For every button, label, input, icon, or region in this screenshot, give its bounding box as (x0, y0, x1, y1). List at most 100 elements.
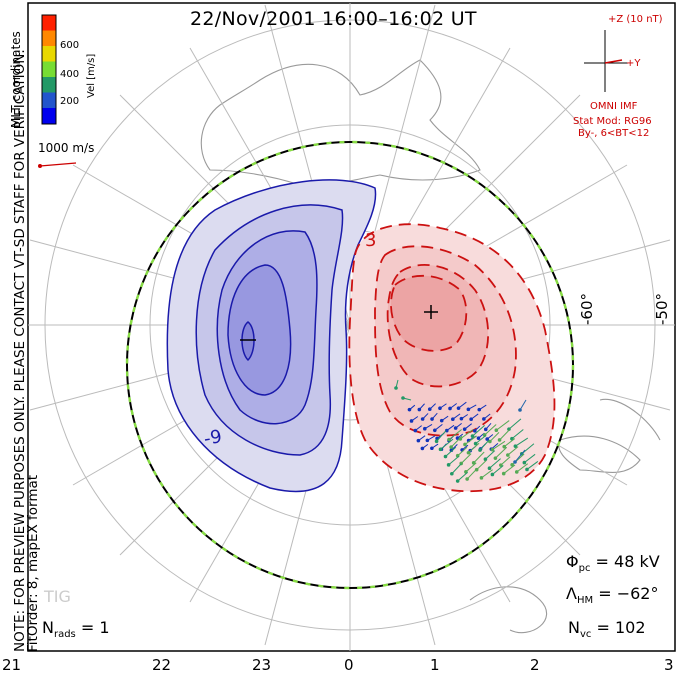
velocity-vector-origin (409, 419, 414, 423)
velocity-vector-origin (401, 396, 405, 400)
velocity-vector-origin (455, 436, 460, 440)
velocity-vector-origin (417, 407, 422, 412)
velocity-vector-origin (466, 450, 471, 455)
velocity-vector (511, 429, 524, 440)
velocity-vector (519, 399, 527, 411)
colorbar-tick-400: 400 (60, 69, 79, 80)
velocity-vector-origin (513, 460, 517, 464)
mlt-label-1: 1 (430, 656, 440, 674)
neg-contour-5 (241, 321, 255, 362)
lat-label-60: -60° (578, 293, 596, 325)
velocity-vector (503, 438, 516, 448)
colorbar-swatch (42, 46, 56, 62)
watermark: TIG (43, 587, 71, 606)
velocity-vector-origin (420, 417, 425, 421)
velocity-vector (436, 430, 447, 442)
velocity-vector-origin (446, 463, 451, 467)
mlt-label-0: 0 (344, 656, 354, 674)
mlt-label-23: 23 (252, 656, 272, 674)
velocity-vector-origin (483, 457, 488, 462)
imf-by-label: +Y (626, 58, 641, 69)
colorbar: 600 400 200 Vel [m/s] (41, 14, 97, 125)
velocity-vector-origin (514, 470, 519, 474)
velocity-vector (514, 449, 526, 463)
colorbar-swatch (42, 108, 56, 124)
velocity-vector-origin (455, 479, 460, 483)
potential-maximum-marker (424, 305, 438, 319)
coordinate-system-label: MLT coordinates (9, 31, 23, 128)
island-outline (558, 435, 641, 473)
velocity-vector-origin (477, 407, 482, 412)
colorbar-swatch (42, 30, 56, 46)
velocity-vector-origin (518, 408, 522, 412)
colorbar-swatch (42, 92, 56, 108)
coast-line-east (599, 398, 661, 441)
velocity-vector (492, 440, 506, 451)
velocity-vector-origin (525, 467, 529, 472)
velocity-vector-origin (413, 428, 418, 433)
velocity-vector-origin (473, 429, 477, 433)
velocity-vector (489, 432, 500, 442)
positive-cell (348, 223, 556, 493)
velocity-vectors (394, 379, 539, 483)
velocity-vector (516, 463, 529, 473)
velocity-vector-origin (485, 437, 489, 441)
velocity-vector (499, 429, 510, 441)
velocity-vector-origin (451, 417, 455, 422)
negative-cell (166, 179, 377, 493)
velocity-vector (500, 456, 511, 466)
imf-vector (604, 59, 623, 64)
velocity-vector-origin (448, 406, 452, 411)
velocity-vector (473, 451, 485, 464)
velocity-vector-origin (422, 426, 427, 431)
velocity-vector (460, 429, 474, 440)
imf-source: OMNI IMF (590, 101, 638, 112)
velocity-vector-origin (522, 460, 527, 465)
velocity-vector-origin (439, 418, 444, 423)
velocity-vector-origin (416, 438, 421, 443)
velocity-vector (526, 461, 539, 470)
velocity-vector (457, 471, 468, 482)
velocity-vector-origin (490, 472, 495, 477)
velocity-vector (484, 424, 497, 436)
velocity-vector-origin (453, 426, 458, 430)
velocity-vector-origin (469, 417, 473, 422)
velocity-vector (508, 418, 522, 430)
colorbar-tick-200: 200 (60, 96, 79, 107)
velocity-vector (515, 437, 529, 447)
contour-label-3: 3 (365, 230, 376, 251)
vector-count: Nvc = 102 (568, 618, 646, 641)
hm-boundary-latitude: ΛHM = −62° (566, 584, 659, 607)
velocity-vector-origin (407, 407, 412, 412)
velocity-vector-origin (394, 386, 398, 390)
velocity-vector-origin (433, 428, 437, 433)
fit-order-line: FitOrder: 8, mapEX format (25, 474, 41, 652)
velocity-vector-origin (473, 441, 478, 446)
velocity-vector-origin (434, 439, 439, 444)
mlt-label-3: 3 (664, 656, 674, 674)
velocity-vector-origin (463, 442, 467, 447)
velocity-vector (476, 460, 487, 471)
reference-vector-label: 1000 m/s (38, 141, 94, 155)
velocity-vector-origin (490, 447, 495, 452)
velocity-vector (466, 467, 478, 480)
velocity-vector (479, 439, 490, 451)
velocity-vector (507, 446, 519, 456)
velocity-vector (464, 435, 477, 445)
velocity-vector-origin (478, 448, 482, 452)
map-title: 22/Nov/2001 16:00–16:02 UT (190, 8, 477, 30)
velocity-vector-origin (438, 447, 443, 452)
colorbar-swatch (42, 15, 56, 31)
velocity-vector-origin (456, 406, 461, 410)
colorbar-title: Vel [m/s] (86, 54, 97, 98)
continent-outline (200, 59, 481, 187)
velocity-vector-origin (450, 471, 454, 476)
velocity-vector (524, 453, 536, 463)
velocity-vector-origin (476, 436, 481, 440)
velocity-vector-origin (482, 417, 486, 421)
velocity-vector-origin (462, 427, 467, 431)
velocity-vector (448, 455, 460, 466)
velocity-vector-origin (510, 462, 514, 467)
velocity-vector-origin (499, 463, 503, 467)
preview-note: NOTE: FOR PREVIEW PURPOSES ONLY. PLEASE … (12, 49, 41, 652)
